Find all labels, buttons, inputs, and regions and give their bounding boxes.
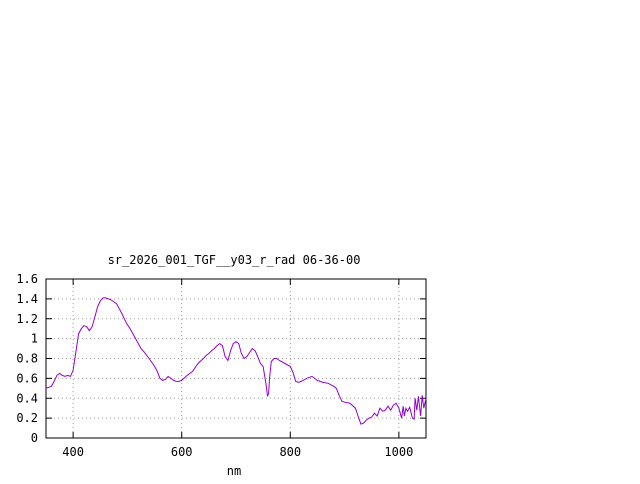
y-tick-label: 0.4 xyxy=(16,391,38,405)
y-tick-label: 0.6 xyxy=(16,371,38,385)
y-tick-label: 0.8 xyxy=(16,352,38,366)
y-tick-label: 1.2 xyxy=(16,312,38,326)
x-tick-label: 1000 xyxy=(384,445,413,459)
ticks-layer: 0 0.2 0.4 0.6 0.8 1 1.2 1.4 1.6 400 600 800 1000 xyxy=(16,272,426,459)
y-tick-label: 1.6 xyxy=(16,272,38,286)
x-tick-label: 600 xyxy=(171,445,193,459)
x-tick-label: 800 xyxy=(279,445,301,459)
grid-layer xyxy=(46,279,426,438)
x-axis-label: nm xyxy=(227,464,241,478)
y-tick-label: 1 xyxy=(31,332,38,346)
chart-title: sr_2026_001_TGF__y03_r_rad 06-36-00 xyxy=(108,253,361,267)
x-tick-label: 400 xyxy=(62,445,84,459)
y-tick-label: 0 xyxy=(31,431,38,445)
series-line xyxy=(45,297,427,425)
y-tick-label: 0.2 xyxy=(16,411,38,425)
y-tick-label: 1.4 xyxy=(16,292,38,306)
series-layer xyxy=(45,297,427,425)
